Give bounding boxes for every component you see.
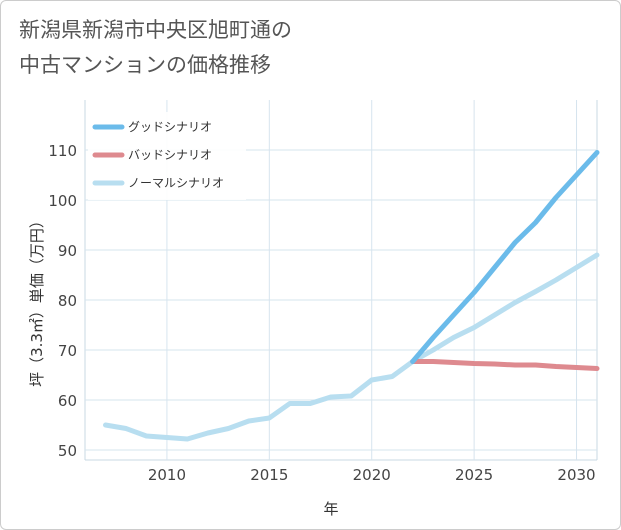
axis-ticks: 50 60 70 80 90 100 110 2010 2015 2020 2025 2030 [48, 142, 595, 484]
x-tick-label: 2025 [455, 466, 493, 484]
series-line [103, 252, 600, 442]
series-lines [103, 150, 600, 442]
x-tick-label: 2015 [250, 466, 288, 484]
y-tick-label: 90 [58, 242, 77, 260]
chart-title: 新潟県新潟市中央区旭町通の 中古マンションの価格推移 [19, 18, 292, 77]
grid [84, 100, 598, 461]
y-tick-label: 100 [48, 192, 77, 210]
series-line [410, 150, 600, 364]
x-tick-label: 2020 [353, 466, 391, 484]
legend-label: バッドシナリオ [128, 148, 212, 162]
series-line [410, 359, 600, 371]
x-tick-label: 2030 [557, 466, 595, 484]
y-tick-label: 70 [58, 342, 77, 360]
y-tick-label: 60 [58, 392, 77, 410]
y-tick-label: 50 [58, 442, 77, 460]
y-tick-label: 110 [48, 142, 77, 160]
x-tick-label: 2010 [148, 466, 186, 484]
legend-label: ノーマルシナリオ [128, 176, 224, 190]
x-axis-label: 年 [323, 500, 338, 518]
legend-label: グッドシナリオ [128, 120, 212, 134]
y-axis-label: 坪（3.3㎡）単価（万円） [28, 213, 46, 387]
y-tick-label: 80 [58, 292, 77, 310]
